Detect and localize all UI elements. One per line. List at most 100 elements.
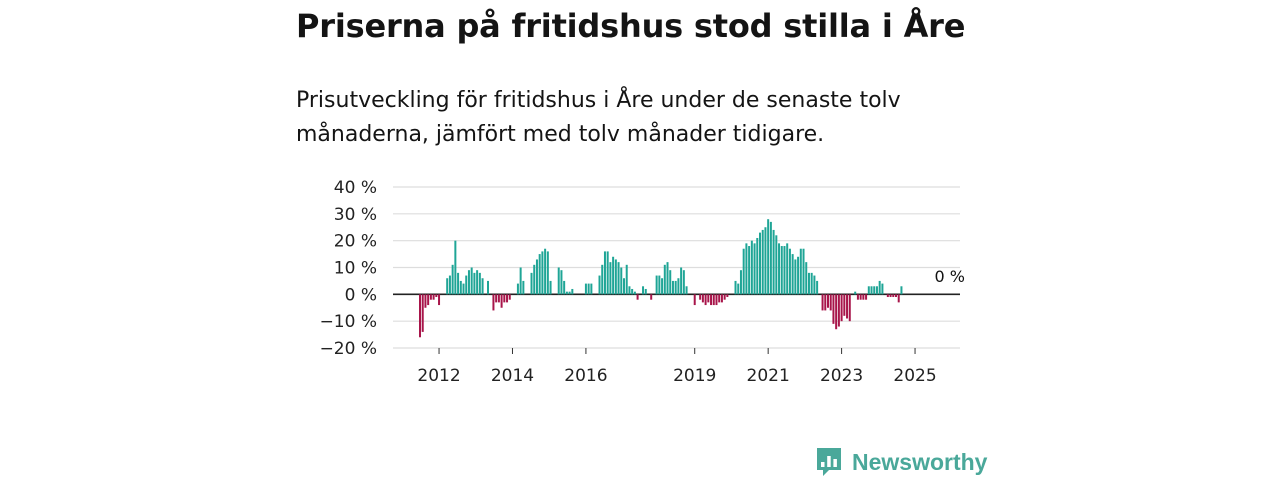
bar bbox=[601, 264, 604, 295]
bar bbox=[797, 256, 800, 295]
bar bbox=[680, 267, 683, 295]
bar bbox=[544, 248, 547, 295]
bar bbox=[541, 251, 544, 295]
bar bbox=[788, 248, 791, 295]
bar bbox=[533, 264, 536, 295]
y-tick-label: −10 % bbox=[320, 312, 377, 332]
bar bbox=[862, 294, 865, 300]
bar bbox=[427, 294, 430, 306]
bar bbox=[734, 280, 737, 295]
newsworthy-brand: Newsworthy bbox=[815, 447, 987, 477]
bar bbox=[720, 294, 723, 303]
bar bbox=[492, 294, 495, 311]
x-tick-label: 2025 bbox=[893, 366, 936, 386]
bar bbox=[710, 294, 713, 306]
bar bbox=[557, 267, 560, 295]
bar bbox=[829, 294, 832, 311]
bar bbox=[546, 251, 549, 295]
bar bbox=[739, 270, 742, 295]
bar bbox=[780, 246, 783, 295]
bar bbox=[786, 243, 789, 295]
x-tick-label: 2019 bbox=[673, 366, 716, 386]
y-tick-label: 40 % bbox=[334, 178, 377, 198]
bar bbox=[848, 294, 851, 322]
bar bbox=[807, 272, 810, 295]
bar bbox=[560, 270, 563, 295]
bar bbox=[587, 283, 590, 295]
bar bbox=[500, 294, 503, 308]
bar bbox=[508, 294, 511, 300]
bar bbox=[854, 291, 857, 295]
bar bbox=[530, 272, 533, 295]
y-tick-label: 0 % bbox=[345, 285, 377, 305]
bar bbox=[704, 294, 707, 306]
bar bbox=[799, 248, 802, 295]
bar bbox=[623, 278, 625, 295]
bar bbox=[856, 294, 859, 300]
bar bbox=[487, 280, 489, 295]
bar bbox=[476, 270, 479, 295]
bar bbox=[870, 286, 873, 295]
bar bbox=[837, 294, 840, 327]
bar bbox=[506, 294, 509, 303]
bar bbox=[723, 294, 726, 300]
x-tick-label: 2016 bbox=[564, 366, 607, 386]
bar bbox=[718, 294, 721, 303]
bar bbox=[881, 283, 884, 295]
bar bbox=[663, 264, 666, 295]
bar bbox=[859, 294, 862, 300]
bar bbox=[671, 280, 674, 295]
bar bbox=[827, 294, 829, 308]
newsworthy-logo-icon bbox=[817, 448, 841, 476]
bar bbox=[650, 294, 653, 300]
bar bbox=[655, 275, 658, 295]
bar bbox=[873, 286, 876, 295]
bar bbox=[783, 246, 786, 295]
bar bbox=[761, 229, 764, 295]
bar bbox=[699, 294, 702, 300]
bar bbox=[620, 267, 623, 295]
x-tick-label: 2014 bbox=[491, 366, 534, 386]
bar bbox=[816, 280, 819, 295]
bar bbox=[603, 251, 606, 295]
bar bbox=[726, 294, 729, 298]
bar bbox=[459, 280, 462, 295]
bar bbox=[631, 288, 634, 295]
bar bbox=[750, 240, 753, 295]
bar bbox=[748, 246, 751, 295]
bar bbox=[775, 235, 778, 295]
bar bbox=[454, 240, 457, 295]
bar bbox=[661, 278, 664, 295]
bar bbox=[669, 270, 672, 295]
bar bbox=[791, 254, 794, 295]
chart-subtitle: Prisutveckling för fritidshus i Åre unde… bbox=[296, 88, 901, 147]
bar bbox=[846, 294, 849, 319]
bar bbox=[772, 229, 775, 295]
bar bbox=[832, 294, 835, 324]
y-axis-labels: 40 % 30 % 20 % 10 % 0 % −10 % −20 % bbox=[320, 178, 377, 359]
bar bbox=[568, 291, 571, 295]
bar bbox=[495, 294, 498, 303]
bar bbox=[419, 294, 421, 338]
bar bbox=[609, 262, 612, 295]
bar bbox=[821, 294, 824, 311]
bar bbox=[625, 264, 628, 295]
bar bbox=[767, 219, 770, 295]
bar bbox=[875, 286, 878, 295]
bar bbox=[519, 267, 522, 295]
bar bbox=[614, 259, 617, 295]
latest-value-label: 0 % bbox=[935, 267, 965, 286]
bar bbox=[802, 248, 805, 295]
bar bbox=[895, 294, 897, 298]
bar bbox=[478, 272, 481, 295]
bar bbox=[682, 270, 685, 295]
x-tick-label: 2012 bbox=[417, 366, 460, 386]
bar bbox=[778, 243, 781, 295]
bar bbox=[892, 294, 895, 298]
bar bbox=[867, 286, 870, 295]
bar bbox=[617, 262, 620, 295]
bar bbox=[756, 237, 759, 295]
bar bbox=[759, 232, 761, 295]
bar bbox=[658, 275, 661, 295]
bar bbox=[685, 286, 688, 295]
